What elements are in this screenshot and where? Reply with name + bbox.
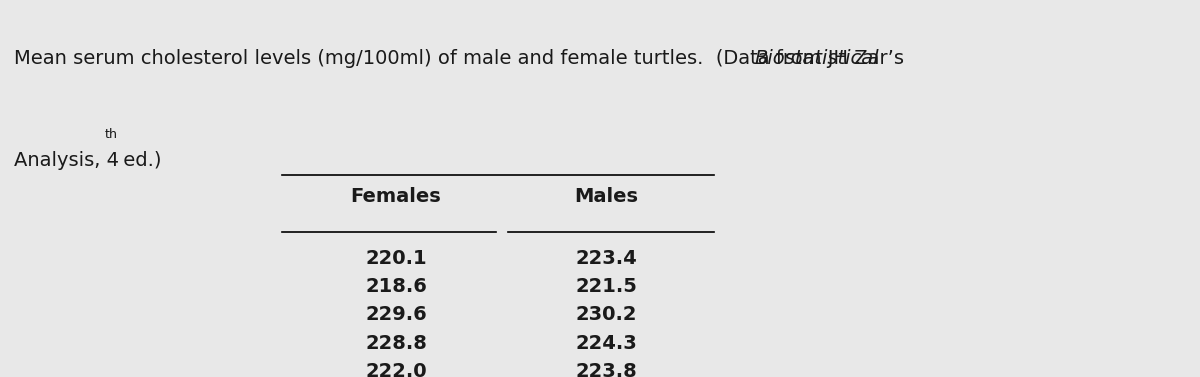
Text: 228.8: 228.8	[365, 334, 427, 352]
Text: 220.1: 220.1	[365, 249, 427, 268]
Text: Mean serum cholesterol levels (mg/100ml) of male and female turtles.  (Data from: Mean serum cholesterol levels (mg/100ml)…	[14, 49, 911, 68]
Text: Analysis, 4: Analysis, 4	[14, 151, 120, 170]
Text: Biostatistical: Biostatistical	[755, 49, 878, 68]
Text: ed.): ed.)	[116, 151, 161, 170]
Text: 223.8: 223.8	[575, 362, 637, 377]
Text: 222.0: 222.0	[365, 362, 427, 377]
Text: Males: Males	[574, 187, 638, 205]
Text: 223.4: 223.4	[575, 249, 637, 268]
Text: 229.6: 229.6	[365, 305, 427, 324]
Text: 221.5: 221.5	[575, 277, 637, 296]
Text: 218.6: 218.6	[365, 277, 427, 296]
Text: 224.3: 224.3	[575, 334, 637, 352]
Text: 230.2: 230.2	[575, 305, 637, 324]
Text: Females: Females	[350, 187, 442, 205]
Text: th: th	[104, 128, 118, 141]
